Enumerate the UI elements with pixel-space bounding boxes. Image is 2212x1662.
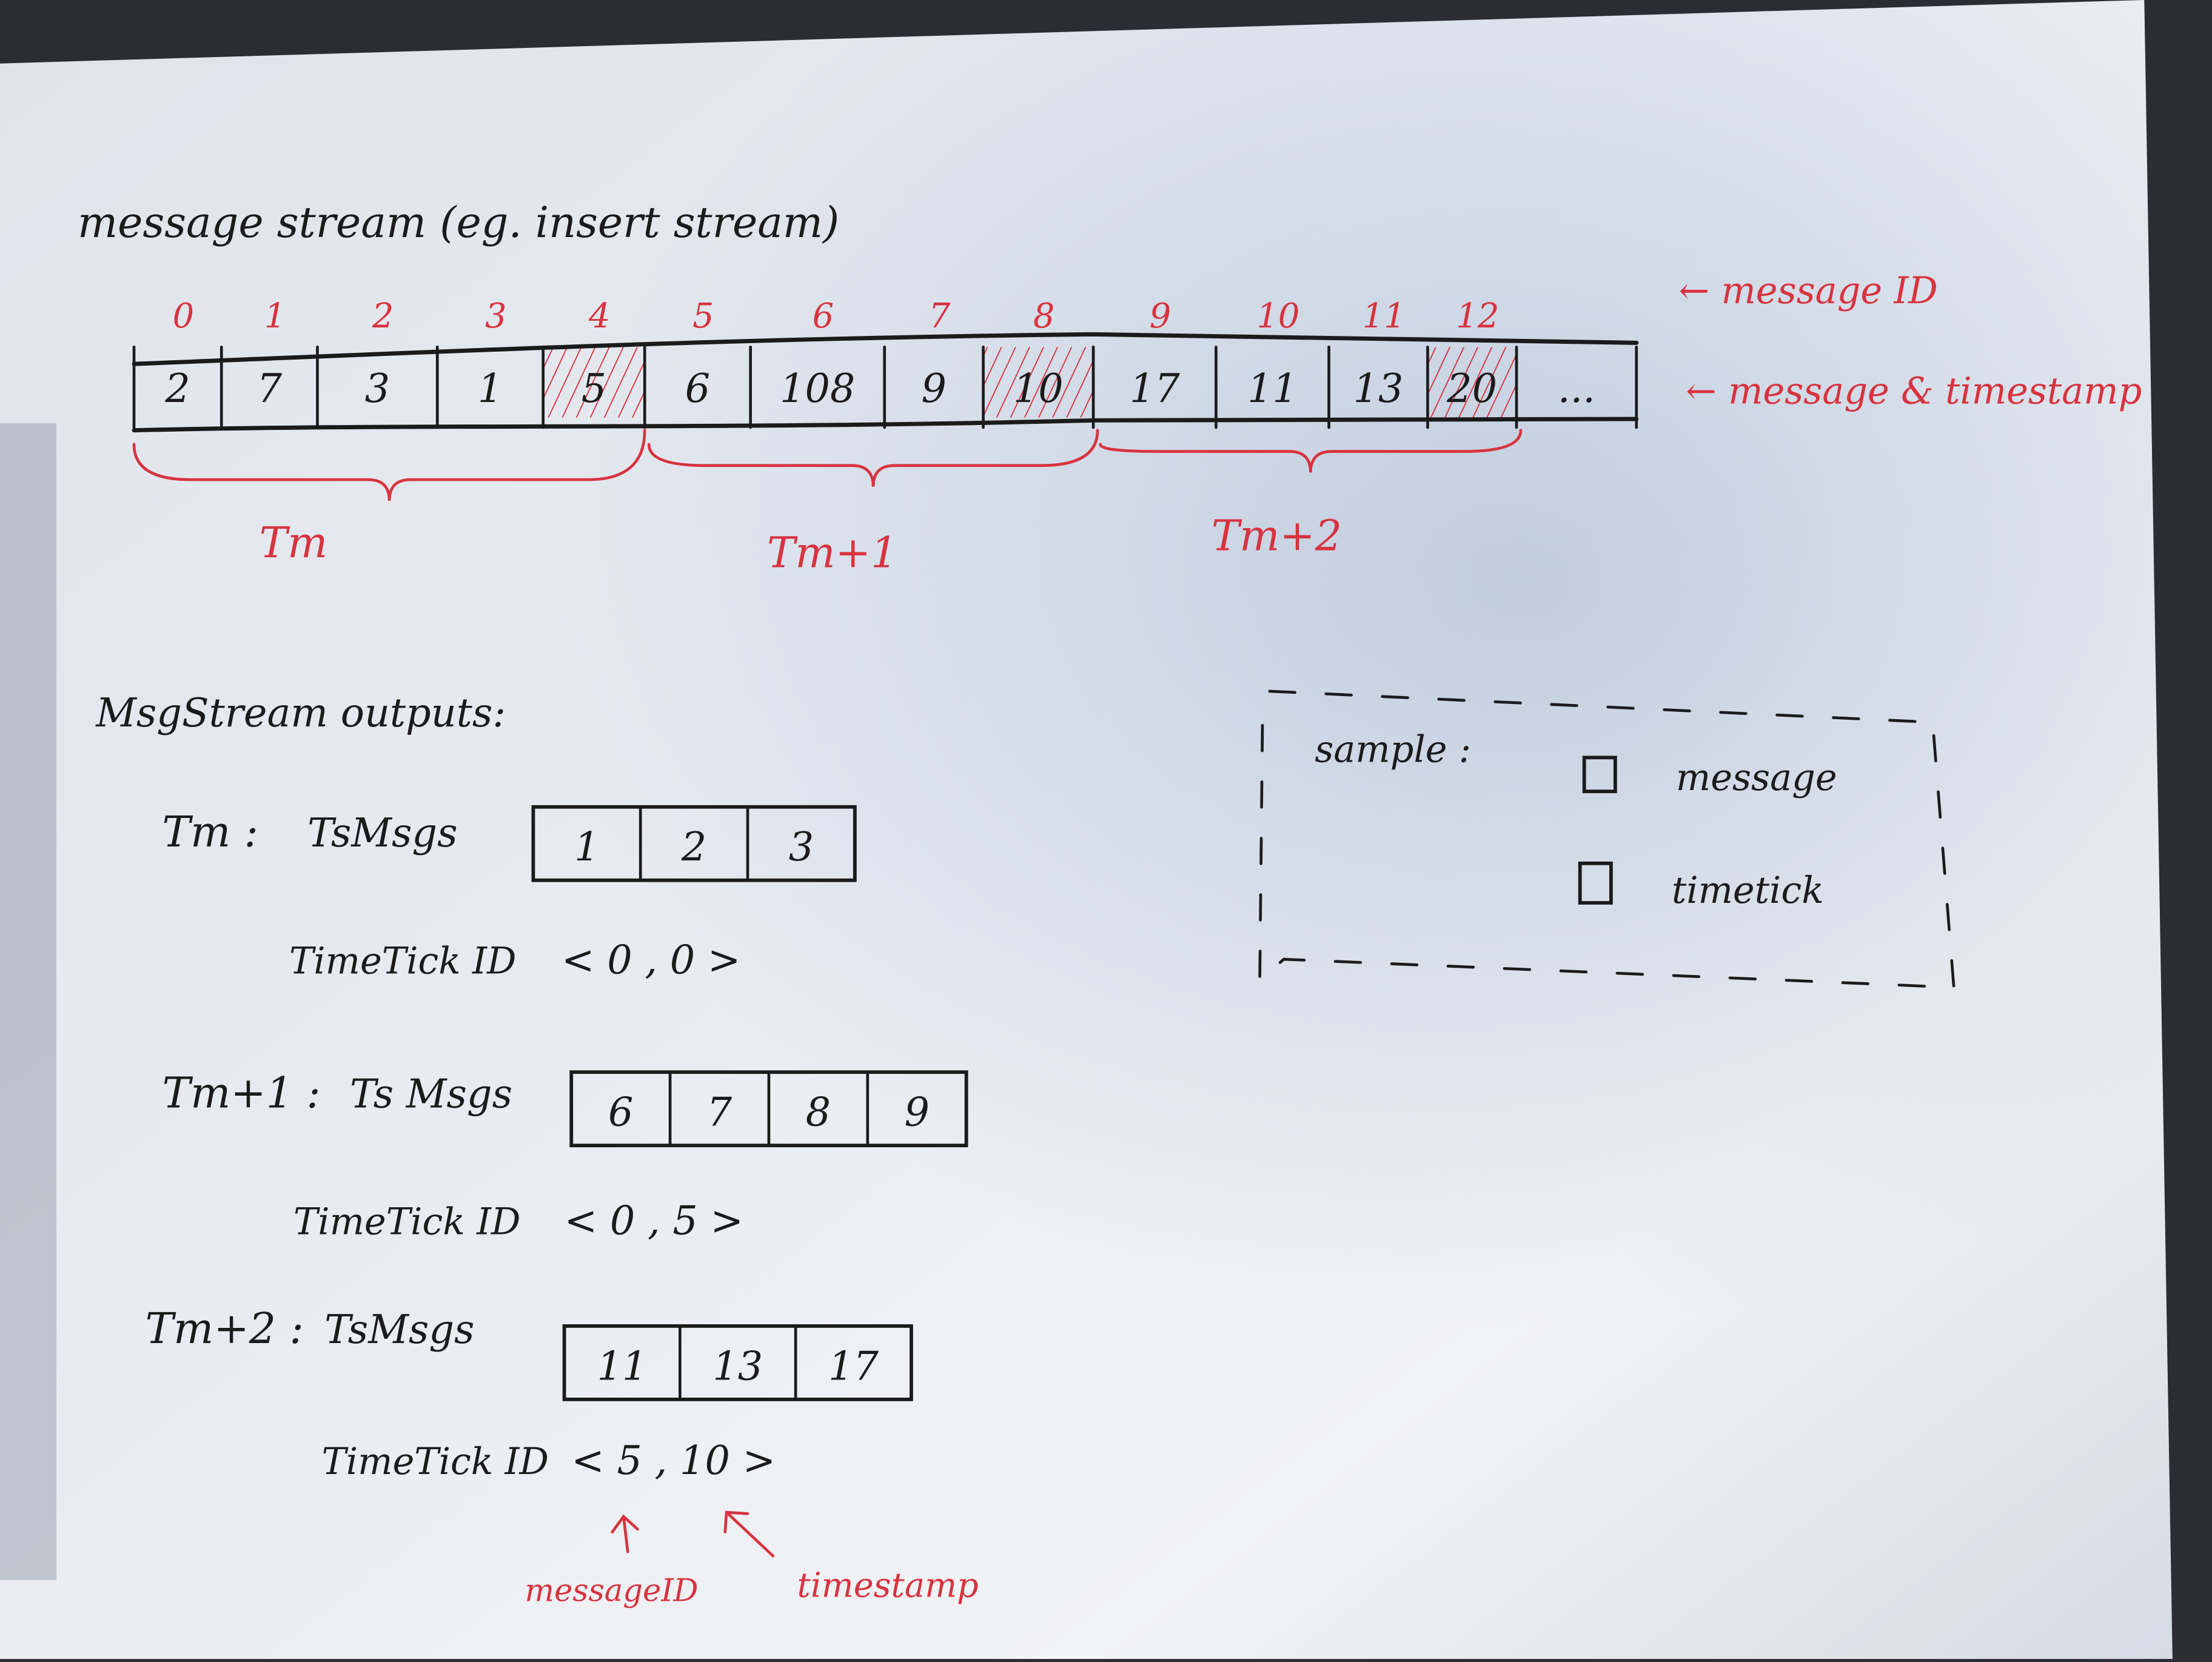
- message-id-label: 7: [929, 297, 951, 336]
- tsmsg-value: 17: [828, 1344, 879, 1389]
- output-3: Tm+2 : TsMsgs 11 13 17 TimeTick ID < 5 , 10 >: [146, 1304, 913, 1484]
- outputs-heading: MsgStream outputs:: [95, 691, 506, 736]
- stream-cell-value: 10: [1013, 366, 1064, 412]
- time-interval-braces: Tm Tm+1 Tm+2: [132, 429, 1523, 577]
- timetick-id-value: < 0 , 5 >: [565, 1199, 744, 1244]
- message-swatch-icon: [1582, 756, 1617, 794]
- tsmsgs-box: [531, 805, 857, 882]
- stream-cell-value: 1: [478, 366, 503, 412]
- tsmsgs-box: [562, 1324, 913, 1401]
- stream-cell-value: 5: [581, 366, 606, 412]
- timetick-id-label: TimeTick ID: [289, 940, 517, 982]
- legend-box: sample : message timetick: [1258, 689, 1956, 990]
- timetick-hatch: [983, 347, 1094, 418]
- legend-timetick: timetick: [1672, 870, 1824, 912]
- tsmsgs-label: TsMsgs: [307, 811, 457, 856]
- stream-cell-value: 6: [685, 366, 710, 412]
- timetick-id-label: TimeTick ID: [321, 1441, 549, 1483]
- interval-brace: [647, 429, 1099, 487]
- tsmsg-value: 6: [608, 1090, 633, 1136]
- stream-cell-value: 9: [921, 366, 946, 412]
- timetick-id-value: < 5 , 10 >: [571, 1438, 776, 1484]
- stream-cell-value: 17: [1130, 366, 1180, 412]
- stream-cell-value: 20: [1446, 366, 1497, 412]
- tsmsg-value: 3: [789, 825, 814, 870]
- tsmsg-value: 9: [905, 1090, 930, 1136]
- timetick-id-value: < 0 , 0 >: [561, 937, 741, 983]
- timetick-hatch: [543, 347, 645, 418]
- stream-cell-value: ...: [1558, 366, 1595, 412]
- interval-label: Tm: [260, 518, 328, 568]
- tsmsg-value: 8: [806, 1090, 831, 1136]
- message-id-annotation: ← message ID: [1679, 270, 1938, 312]
- message-timestamp-annotation: ← message & timestamp: [1686, 370, 2142, 412]
- timetick-swatch-icon: [1578, 861, 1613, 905]
- output-interval-label: Tm+2 :: [146, 1304, 304, 1353]
- message-stream: 207132135465108697108179111013112012...: [132, 297, 1639, 433]
- message-id-label: 8: [1033, 297, 1055, 336]
- message-id-label: 3: [485, 297, 507, 336]
- message-id-label: 5: [692, 297, 714, 336]
- message-id-label: 10: [1256, 297, 1299, 336]
- message-id-arrow-label: messageID: [525, 1573, 698, 1609]
- timetick-hatch: [1427, 347, 1517, 418]
- message-id-label: 2: [372, 297, 394, 336]
- message-id-label: 1: [264, 297, 286, 336]
- tsmsgs-label: Ts Msgs: [350, 1071, 512, 1117]
- tsmsg-value: 1: [574, 825, 599, 870]
- diagram-title: message stream (eg. insert stream): [78, 198, 839, 247]
- interval-label: Tm+1: [767, 528, 898, 577]
- output-1: Tm : TsMsgs 1 2 3 TimeTick ID < 0 , 0 >: [163, 805, 857, 983]
- stream-cell-value: 11: [1247, 366, 1298, 412]
- stream-top-border: [132, 332, 1639, 366]
- stream-cell-value: 108: [780, 366, 855, 412]
- stream-cell-value: 13: [1353, 366, 1404, 412]
- arrow-up-icon: [611, 1514, 639, 1553]
- interval-brace: [132, 429, 646, 501]
- stream-cell-value: 7: [257, 366, 283, 412]
- output-interval-label: Tm :: [163, 808, 258, 857]
- timestamp-arrow-label: timestamp: [797, 1566, 978, 1606]
- legend-title: sample :: [1315, 728, 1471, 771]
- message-id-label: 0: [173, 297, 195, 336]
- stream-cell-value: 2: [164, 366, 190, 412]
- tsmsg-value: 11: [597, 1344, 648, 1389]
- tsmsg-value: 2: [681, 825, 706, 870]
- message-id-label: 9: [1150, 297, 1171, 336]
- output-interval-label: Tm+1 :: [163, 1068, 321, 1117]
- interval-label: Tm+2: [1212, 511, 1342, 560]
- arrow-up-left-icon: [723, 1510, 775, 1558]
- message-id-label: 11: [1362, 297, 1406, 336]
- output-2: Tm+1 : Ts Msgs 6 7 8 9 TimeTick ID < 0 , 5 >: [163, 1068, 968, 1244]
- tsmsg-value: 13: [712, 1344, 763, 1389]
- stream-bottom-border: [132, 417, 1639, 433]
- stream-cell-value: 3: [365, 366, 390, 412]
- tsmsg-value: 7: [707, 1090, 732, 1136]
- tsmsgs-label: TsMsgs: [324, 1307, 474, 1353]
- timetick-id-label: TimeTick ID: [293, 1201, 521, 1244]
- message-id-label: 4: [588, 297, 611, 336]
- interval-brace: [1099, 429, 1523, 473]
- legend-message: message: [1676, 757, 1837, 799]
- message-id-label: 6: [813, 297, 834, 336]
- message-id-label: 12: [1456, 297, 1500, 336]
